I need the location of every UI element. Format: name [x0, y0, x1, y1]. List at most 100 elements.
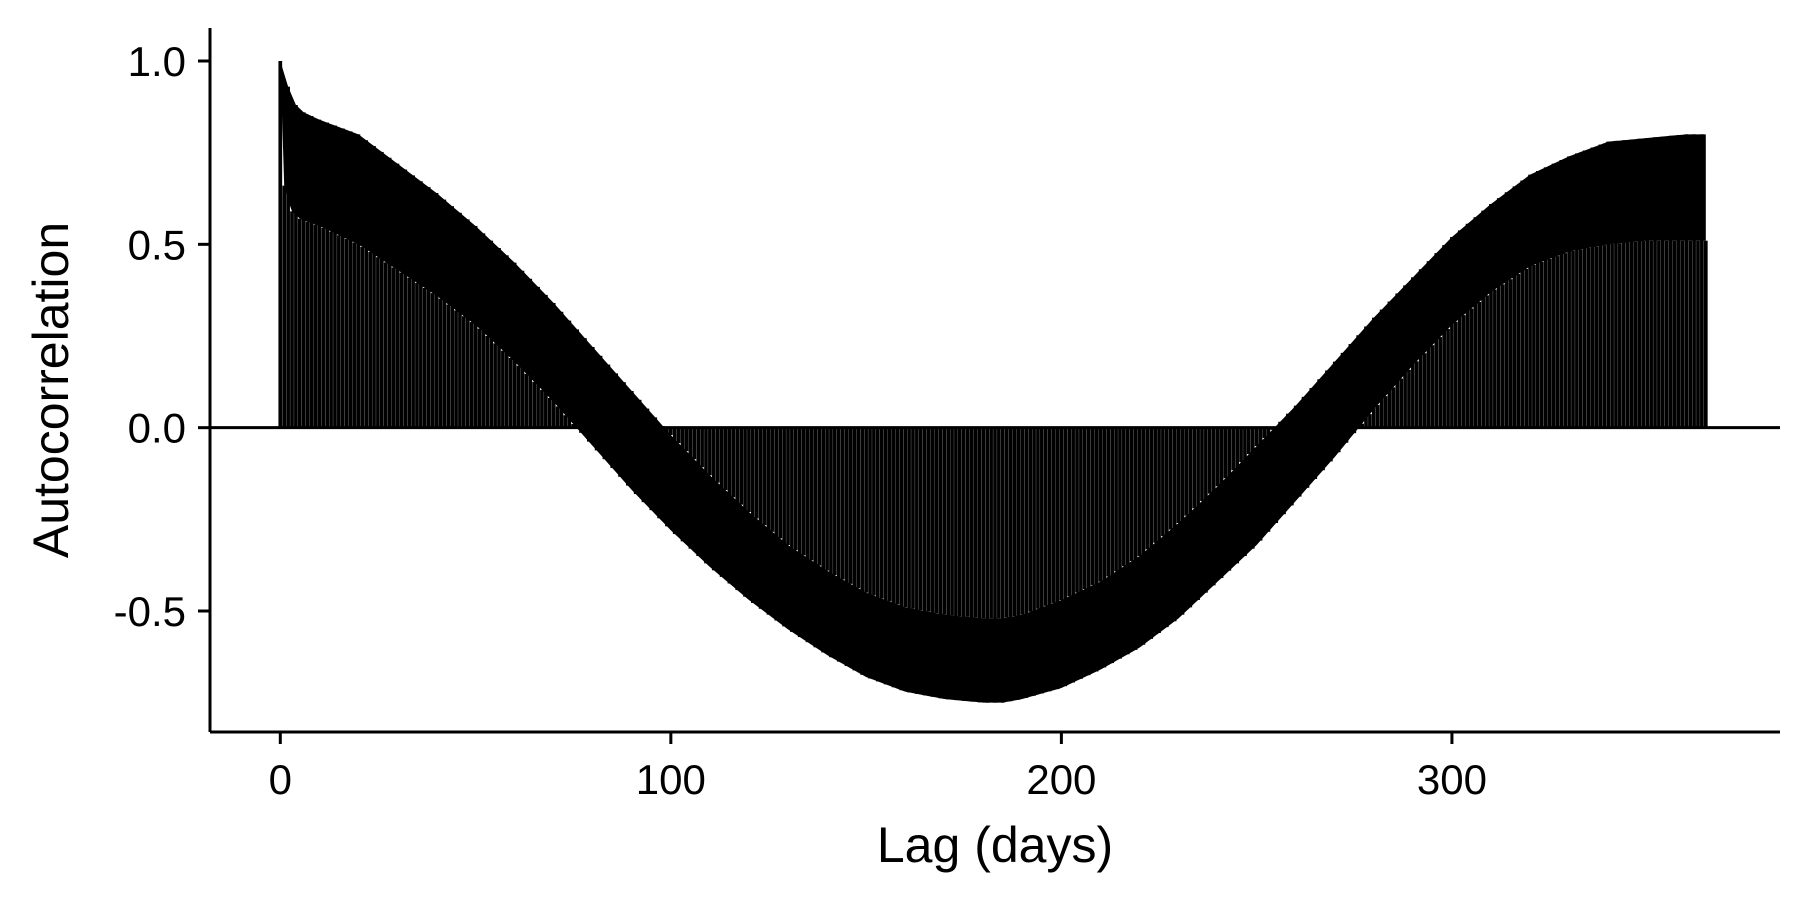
acf-bar: [1028, 427, 1032, 612]
acf-bar: [1161, 427, 1165, 537]
acf-bar: [1024, 427, 1029, 698]
acf-bar: [1145, 427, 1150, 550]
acf-bar: [766, 427, 771, 615]
acf-bar: [782, 427, 786, 627]
acf-bar: [516, 365, 521, 428]
acf-bar: [372, 146, 376, 428]
acf-bar: [1141, 427, 1146, 645]
acf-bar: [1469, 308, 1474, 428]
acf-bar: [926, 427, 931, 612]
acf-bar: [1176, 427, 1181, 523]
acf-bar: [895, 427, 900, 605]
acf-bar: [1032, 427, 1036, 696]
acf-bar: [532, 381, 537, 428]
acf-bar: [1071, 427, 1075, 683]
acf-bar: [340, 128, 345, 428]
acf-bar: [1500, 284, 1505, 428]
acf-bar: [860, 427, 865, 675]
acf-bar: [790, 427, 794, 632]
acf-band: [280, 61, 1706, 703]
acf-bar: [1700, 134, 1704, 428]
acf-bar: [1040, 427, 1044, 694]
acf-bar: [985, 427, 990, 703]
x-axis-title: Lag (days): [877, 817, 1113, 873]
acf-bar: [508, 358, 513, 428]
acf-bar: [1528, 174, 1532, 428]
acf-bar: [1520, 180, 1525, 428]
acf-bar: [868, 427, 872, 679]
acf-bar: [1496, 198, 1501, 428]
acf-bar: [922, 427, 927, 696]
acf-bar: [383, 262, 388, 428]
acf-bar: [333, 125, 337, 428]
acf-bar: [1055, 427, 1060, 690]
acf-bar: [321, 227, 326, 428]
x-tick-label: 0: [269, 756, 292, 803]
acf-bar: [1559, 160, 1564, 428]
acf-bar: [1051, 427, 1056, 603]
acf-bar: [1192, 427, 1197, 509]
acf-bar: [872, 427, 876, 596]
acf-bar: [1368, 414, 1372, 428]
acf-bar: [942, 427, 947, 615]
acf-bar: [1575, 153, 1579, 428]
acf-bar: [715, 427, 720, 483]
acf-bar: [676, 427, 681, 444]
acf-bar: [1508, 279, 1513, 428]
acf-bar: [1680, 240, 1685, 428]
acf-bar: [1172, 427, 1177, 622]
acf-bar: [1555, 256, 1560, 428]
acf-bar: [1082, 427, 1087, 589]
acf-bar: [1594, 246, 1599, 428]
acf-bar: [1641, 241, 1646, 428]
acf-bar: [911, 427, 915, 609]
acf-bar: [1547, 259, 1552, 428]
x-axis-ticks: 0 100 200 300: [269, 732, 1487, 803]
acf-bar: [313, 224, 318, 428]
acf-bar: [891, 427, 896, 688]
acf-bar: [403, 169, 408, 428]
acf-bar: [700, 427, 704, 468]
acf-bar: [989, 427, 993, 619]
acf-bar: [407, 277, 412, 428]
acf-bar: [993, 427, 997, 703]
acf-bar: [1657, 240, 1661, 428]
acf-bar: [368, 252, 372, 428]
acf-bar: [1524, 268, 1528, 428]
acf-bar: [852, 427, 857, 671]
acf-bar: [668, 427, 673, 435]
acf-bar: [899, 427, 904, 691]
acf-bar: [1582, 150, 1587, 428]
acf-bar: [376, 257, 380, 428]
acf-bar: [1012, 427, 1017, 617]
acf-bar: [465, 219, 470, 428]
acf-bar: [708, 427, 712, 476]
acf-bar: [442, 199, 447, 428]
acf-bar: [1618, 243, 1622, 428]
acf-bar: [1539, 261, 1544, 428]
acf-bar: [758, 427, 763, 609]
acf-bar: [883, 427, 888, 685]
x-tick-label: 300: [1417, 756, 1487, 803]
acf-bar: [438, 298, 443, 428]
acf-bar: [1407, 369, 1411, 428]
acf-bar: [1207, 427, 1212, 494]
acf-bar: [1516, 274, 1521, 428]
acf-bar: [446, 304, 451, 428]
acf-bar: [430, 293, 435, 428]
acf-bar: [1664, 240, 1669, 428]
acf-bar: [731, 427, 736, 498]
acf-bar: [337, 235, 341, 428]
acf-bar: [309, 116, 314, 428]
acf-bar: [938, 427, 943, 699]
acf-bar: [1043, 427, 1048, 606]
acf-bar: [1129, 427, 1134, 562]
acf-bar: [969, 427, 974, 702]
acf-bar: [934, 427, 939, 614]
acf-bar: [282, 185, 287, 428]
x-tick-label: 100: [636, 756, 706, 803]
acf-bar: [1360, 423, 1364, 428]
x-tick-label: 200: [1026, 756, 1096, 803]
acf-bar: [1660, 136, 1665, 428]
